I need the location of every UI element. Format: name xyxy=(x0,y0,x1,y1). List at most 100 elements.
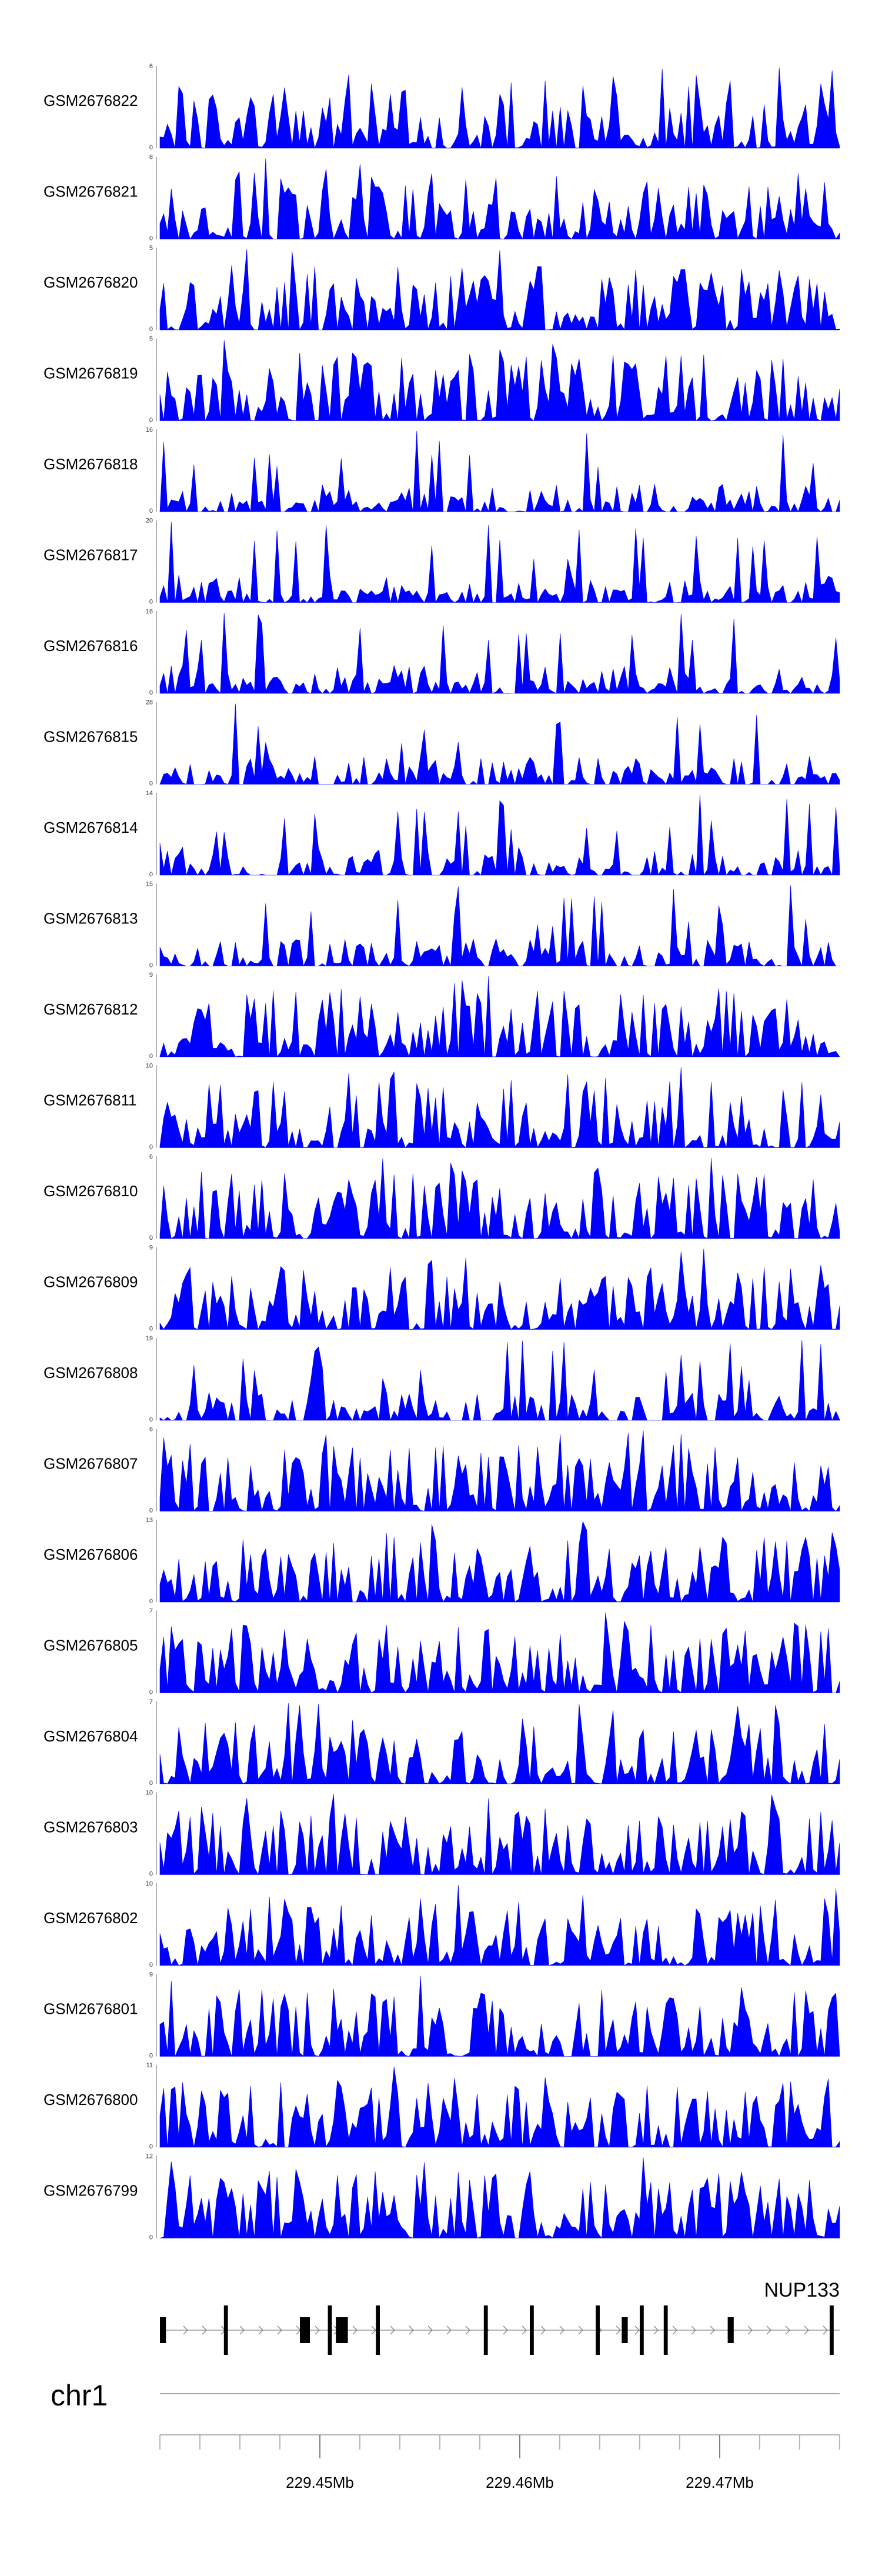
coverage-track: GSM2676821 8 0 xyxy=(44,154,840,242)
track-sample-label: GSM2676807 xyxy=(44,1455,138,1473)
coverage-track: GSM2676811 10 0 xyxy=(44,1063,840,1151)
coverage-track: GSM2676810 6 0 xyxy=(44,1153,840,1242)
exon-block xyxy=(483,2305,488,2355)
strand-arrow xyxy=(465,2325,470,2335)
coverage-track: GSM2676812 9 0 xyxy=(44,972,840,1060)
coverage-area xyxy=(159,67,840,149)
strand-arrow xyxy=(672,2325,677,2335)
track-sample-label: GSM2676805 xyxy=(44,1637,138,1654)
coverage-track: GSM2676804 7 0 xyxy=(44,1699,840,1787)
coverage-track: GSM2676815 28 0 xyxy=(44,699,840,788)
coverage-track: GSM2676816 16 0 xyxy=(44,608,840,696)
track-ymin-label: 0 xyxy=(149,871,153,878)
strand-arrow xyxy=(747,2325,753,2335)
coverage-area xyxy=(159,1612,840,1694)
track-sample-label: GSM2676817 xyxy=(44,546,138,564)
coverage-area xyxy=(159,1976,840,2057)
track-ymin-label: 0 xyxy=(149,2053,153,2060)
track-ymin-label: 0 xyxy=(149,1507,153,1514)
track-ymin-label: 0 xyxy=(149,1961,153,1968)
track-ymax-label: 10 xyxy=(146,1063,153,1070)
strand-arrow xyxy=(352,2325,358,2335)
coverage-track: GSM2676802 10 0 xyxy=(44,1880,840,1968)
track-ymin-label: 0 xyxy=(149,326,153,333)
axis-tick-label: 229.47Mb xyxy=(686,2474,754,2491)
strand-arrow xyxy=(239,2325,245,2335)
coverage-track: GSM2676820 5 0 xyxy=(44,245,840,333)
track-ymax-label: 16 xyxy=(146,426,153,433)
track-sample-label: GSM2676800 xyxy=(44,2091,138,2108)
coverage-area xyxy=(159,1067,840,1149)
track-sample-label: GSM2676820 xyxy=(44,273,138,291)
coverage-track: GSM2676800 11 0 xyxy=(44,2062,840,2150)
gene-annotation-track: NUP133 xyxy=(160,2279,840,2355)
exon-block xyxy=(727,2317,734,2343)
exon-block xyxy=(640,2305,644,2355)
track-ymax-label: 9 xyxy=(149,1244,153,1252)
track-ymax-label: 11 xyxy=(146,2062,153,2069)
coverage-area xyxy=(159,2157,840,2239)
track-ymin-label: 0 xyxy=(149,2143,153,2150)
track-sample-label: GSM2676809 xyxy=(44,1273,138,1291)
track-sample-label: GSM2676822 xyxy=(44,92,138,109)
coverage-track: GSM2676814 14 0 xyxy=(44,790,840,878)
coverage-area xyxy=(159,1249,840,1330)
track-sample-label: GSM2676811 xyxy=(44,1092,137,1109)
track-ymax-label: 19 xyxy=(146,1335,153,1342)
strand-arrow xyxy=(409,2325,414,2335)
track-ymax-label: 5 xyxy=(149,336,153,343)
exon-block xyxy=(622,2317,628,2343)
track-ymin-label: 0 xyxy=(149,962,153,969)
coverage-track: GSM2676807 6 0 xyxy=(44,1426,840,1514)
track-sample-label: GSM2676813 xyxy=(44,910,138,927)
strand-arrow xyxy=(691,2325,696,2335)
track-ymax-label: 8 xyxy=(149,154,153,161)
track-sample-label: GSM2676806 xyxy=(44,1546,138,1563)
track-ymin-label: 0 xyxy=(149,1144,153,1151)
axis-tick-label: 229.46Mb xyxy=(486,2474,554,2491)
track-ymax-label: 10 xyxy=(146,1790,153,1797)
strand-arrow xyxy=(258,2325,263,2335)
track-ymax-label: 12 xyxy=(146,2153,153,2160)
axis-tick-label: 229.45Mb xyxy=(286,2474,354,2491)
exon-block xyxy=(830,2305,834,2355)
coverage-area xyxy=(159,1703,840,1784)
coverage-track: GSM2676803 10 0 xyxy=(44,1790,840,1878)
track-ymin-label: 0 xyxy=(149,1326,153,1333)
track-ymax-label: 6 xyxy=(149,1426,153,1433)
coverage-area xyxy=(159,1157,840,1239)
strand-arrow xyxy=(634,2325,640,2335)
coverage-track: GSM2676809 9 0 xyxy=(44,1244,840,1333)
coverage-area xyxy=(159,612,840,695)
track-ymax-label: 6 xyxy=(149,1153,153,1160)
genome-axis: chr1 229.45Mb 229.46Mb 229.47Mb xyxy=(51,2379,840,2491)
chromosome-label: chr1 xyxy=(51,2379,108,2412)
coverage-area xyxy=(159,1520,840,1603)
track-sample-label: GSM2676808 xyxy=(44,1364,138,1382)
exon-block xyxy=(663,2305,668,2355)
track-ymax-label: 10 xyxy=(146,1880,153,1887)
exon-block xyxy=(530,2305,534,2355)
track-sample-label: GSM2676819 xyxy=(44,365,138,382)
track-ymax-label: 14 xyxy=(146,790,153,797)
strand-arrow xyxy=(766,2325,771,2335)
coverage-track: GSM2676819 5 0 xyxy=(44,336,840,424)
exon-block xyxy=(300,2317,310,2343)
coverage-area xyxy=(159,885,840,967)
track-ymin-label: 0 xyxy=(149,780,153,788)
coverage-track: GSM2676817 20 0 xyxy=(44,518,840,606)
track-ymin-label: 0 xyxy=(149,1598,153,1605)
track-sample-label: GSM2676802 xyxy=(44,1909,138,1927)
track-sample-label: GSM2676818 xyxy=(44,455,138,473)
coverage-area xyxy=(159,2066,840,2148)
exon-block xyxy=(596,2305,600,2355)
strand-arrow xyxy=(823,2325,828,2335)
coverage-area xyxy=(159,1430,840,1511)
track-ymax-label: 6 xyxy=(149,63,153,70)
coverage-track: GSM2676818 16 0 xyxy=(44,426,840,515)
coverage-area xyxy=(159,249,840,331)
track-sample-label: GSM2676814 xyxy=(44,819,138,836)
track-sample-label: GSM2676810 xyxy=(44,1182,138,1200)
track-ymax-label: 28 xyxy=(146,699,153,706)
